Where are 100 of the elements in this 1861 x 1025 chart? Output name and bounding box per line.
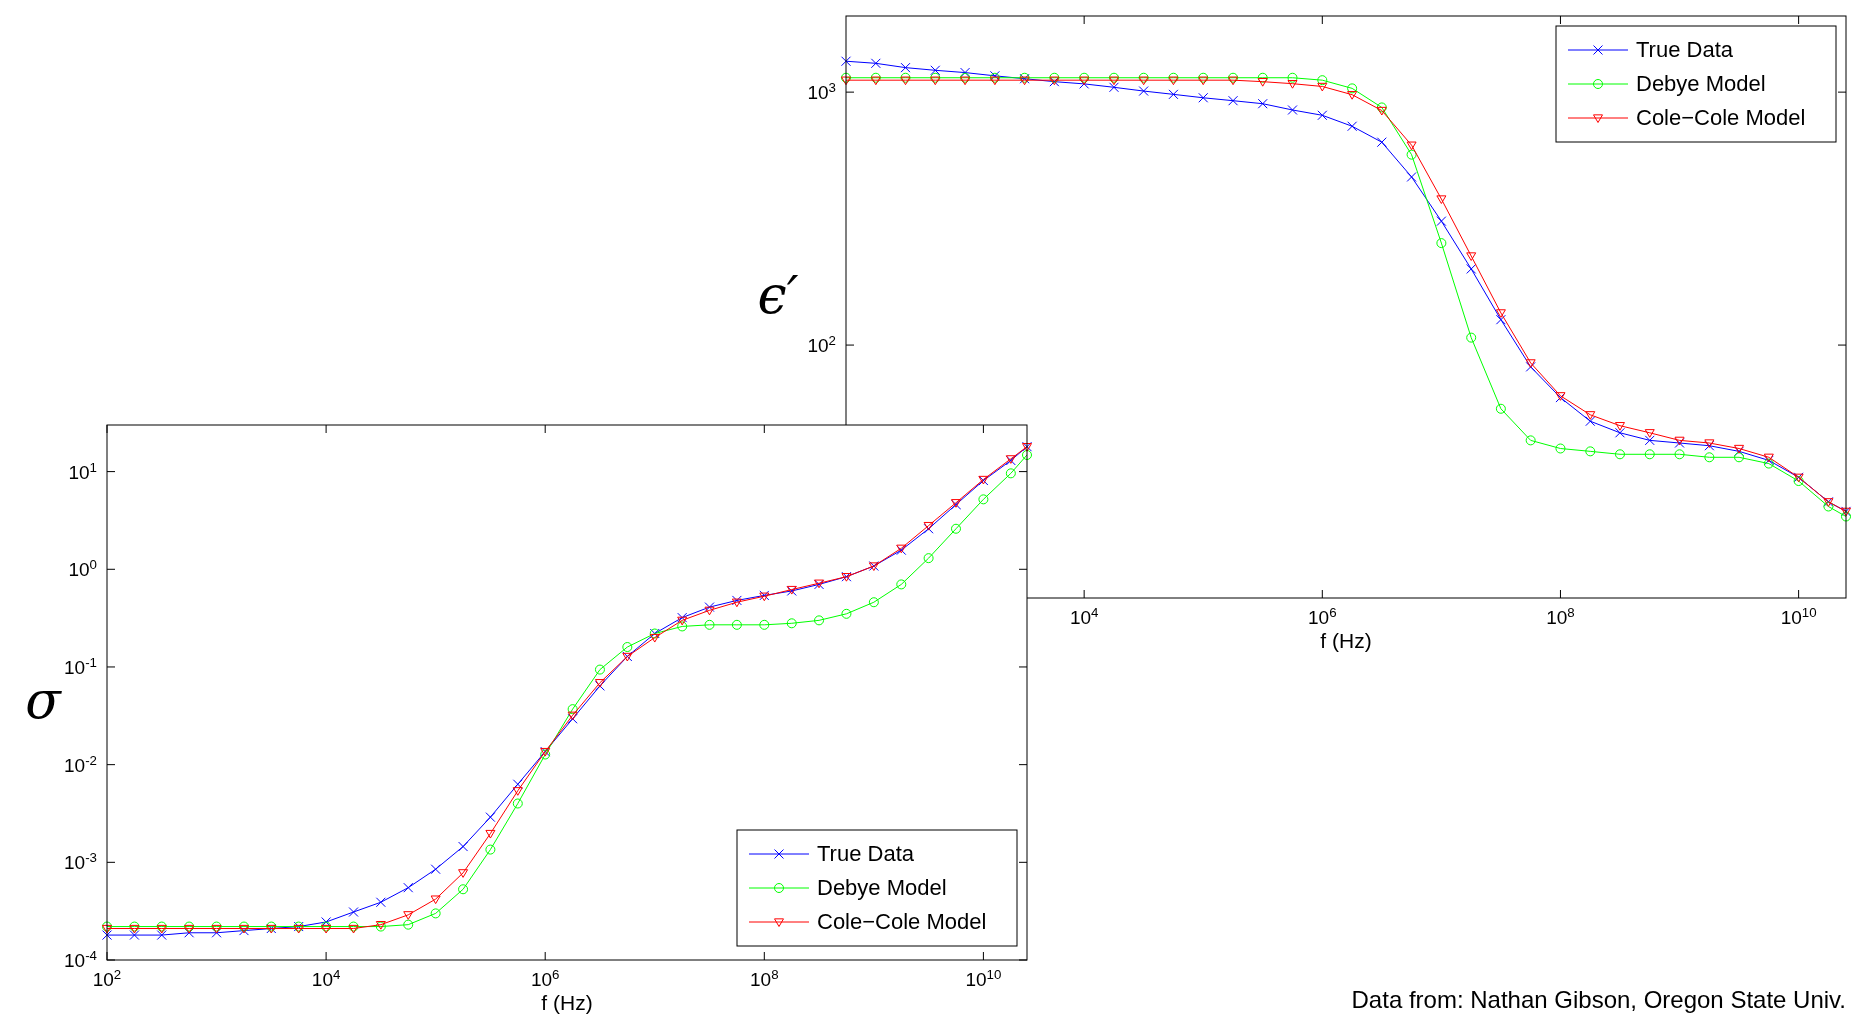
point bbox=[375, 897, 386, 908]
point bbox=[989, 76, 1000, 86]
point bbox=[1495, 314, 1506, 325]
text: Data from: Nathan Gibson, Oregon State Univ. bbox=[1351, 986, 1846, 1013]
point bbox=[458, 841, 469, 852]
point bbox=[1287, 104, 1298, 115]
legend-label: True Data bbox=[817, 841, 915, 866]
point bbox=[1436, 195, 1447, 204]
point bbox=[1287, 72, 1298, 83]
point bbox=[1198, 92, 1209, 103]
point bbox=[1108, 82, 1119, 93]
point bbox=[1406, 149, 1417, 160]
y-tick-label: 10$^{1}$ bbox=[68, 459, 97, 483]
y-axis-title: ϵ′ bbox=[757, 265, 799, 325]
point bbox=[978, 494, 989, 505]
point bbox=[403, 882, 414, 893]
point bbox=[677, 616, 688, 626]
point bbox=[960, 72, 971, 83]
point bbox=[1228, 76, 1239, 86]
point bbox=[1228, 72, 1239, 83]
point bbox=[1376, 102, 1387, 113]
point bbox=[1466, 252, 1477, 261]
point bbox=[485, 844, 496, 855]
point bbox=[1079, 72, 1090, 83]
x-tick-label: 10$^{8}$ bbox=[750, 966, 779, 990]
point bbox=[102, 930, 112, 941]
legend-label: Cole−Cole Model bbox=[817, 909, 987, 934]
point bbox=[1347, 83, 1358, 94]
point bbox=[1138, 72, 1149, 83]
point bbox=[1704, 452, 1715, 463]
point bbox=[1614, 422, 1625, 431]
point bbox=[485, 812, 496, 823]
x-axis-title: f (Hz) bbox=[1320, 629, 1372, 652]
x-tick-label: 10$^{6}$ bbox=[1308, 604, 1337, 628]
point bbox=[1466, 263, 1477, 274]
point bbox=[1049, 72, 1060, 83]
point bbox=[1436, 216, 1447, 227]
point bbox=[458, 869, 469, 878]
point bbox=[1644, 429, 1655, 438]
x-tick-label: 10$^{6}$ bbox=[530, 966, 560, 990]
point bbox=[1317, 75, 1328, 86]
point bbox=[1406, 171, 1417, 182]
point bbox=[1734, 452, 1745, 463]
point bbox=[1585, 416, 1596, 427]
y-tick-label: 10$^{-1}$ bbox=[64, 654, 97, 678]
point bbox=[1495, 403, 1506, 414]
point bbox=[841, 56, 851, 67]
point bbox=[1525, 361, 1536, 372]
point bbox=[512, 779, 523, 790]
point bbox=[870, 58, 881, 69]
point bbox=[868, 597, 879, 608]
point bbox=[704, 619, 715, 630]
x-axis-title: f (Hz) bbox=[541, 991, 593, 1014]
point bbox=[512, 787, 523, 796]
point bbox=[1793, 476, 1804, 487]
point bbox=[512, 798, 523, 809]
x-tick-label: 10$^{4}$ bbox=[1069, 604, 1099, 628]
point bbox=[348, 907, 359, 917]
point bbox=[841, 608, 852, 619]
point bbox=[1108, 76, 1119, 86]
point bbox=[1138, 76, 1149, 86]
y-tick-label: 10$^{0}$ bbox=[68, 556, 97, 581]
point bbox=[1376, 137, 1387, 148]
y-tick-label: 10$^{-3}$ bbox=[64, 849, 97, 874]
point bbox=[1168, 72, 1179, 83]
point bbox=[1644, 435, 1655, 446]
point bbox=[1317, 110, 1328, 121]
point bbox=[1614, 449, 1625, 460]
point bbox=[430, 908, 441, 919]
point bbox=[1674, 449, 1685, 460]
y-tick-label: 10$^{-2}$ bbox=[64, 752, 97, 776]
point bbox=[622, 642, 633, 653]
point bbox=[156, 930, 167, 941]
x-tick-label: 10$^{4}$ bbox=[311, 966, 341, 990]
point bbox=[1555, 443, 1566, 454]
point bbox=[930, 76, 941, 86]
point bbox=[786, 618, 797, 629]
point bbox=[649, 633, 660, 643]
point bbox=[129, 930, 140, 941]
y-tick-label: 10$^{3}$ bbox=[807, 79, 836, 104]
point bbox=[1614, 427, 1625, 438]
x-tick-label: 10$^{8}$ bbox=[1546, 604, 1575, 628]
point bbox=[841, 72, 851, 83]
point bbox=[1466, 332, 1477, 343]
point bbox=[1317, 82, 1328, 92]
point bbox=[1257, 98, 1268, 109]
point bbox=[1525, 359, 1536, 368]
legend-label: Cole−Cole Model bbox=[1636, 105, 1806, 130]
x-tick-label: 10$^{10}$ bbox=[965, 966, 1002, 990]
point bbox=[960, 67, 971, 78]
point bbox=[403, 919, 414, 930]
point bbox=[704, 602, 715, 613]
point bbox=[896, 579, 907, 590]
point bbox=[430, 864, 441, 875]
point bbox=[1495, 309, 1506, 318]
point bbox=[1644, 449, 1655, 460]
point bbox=[1108, 72, 1119, 83]
point bbox=[1005, 468, 1016, 479]
point bbox=[1138, 86, 1149, 97]
point bbox=[1406, 141, 1417, 151]
